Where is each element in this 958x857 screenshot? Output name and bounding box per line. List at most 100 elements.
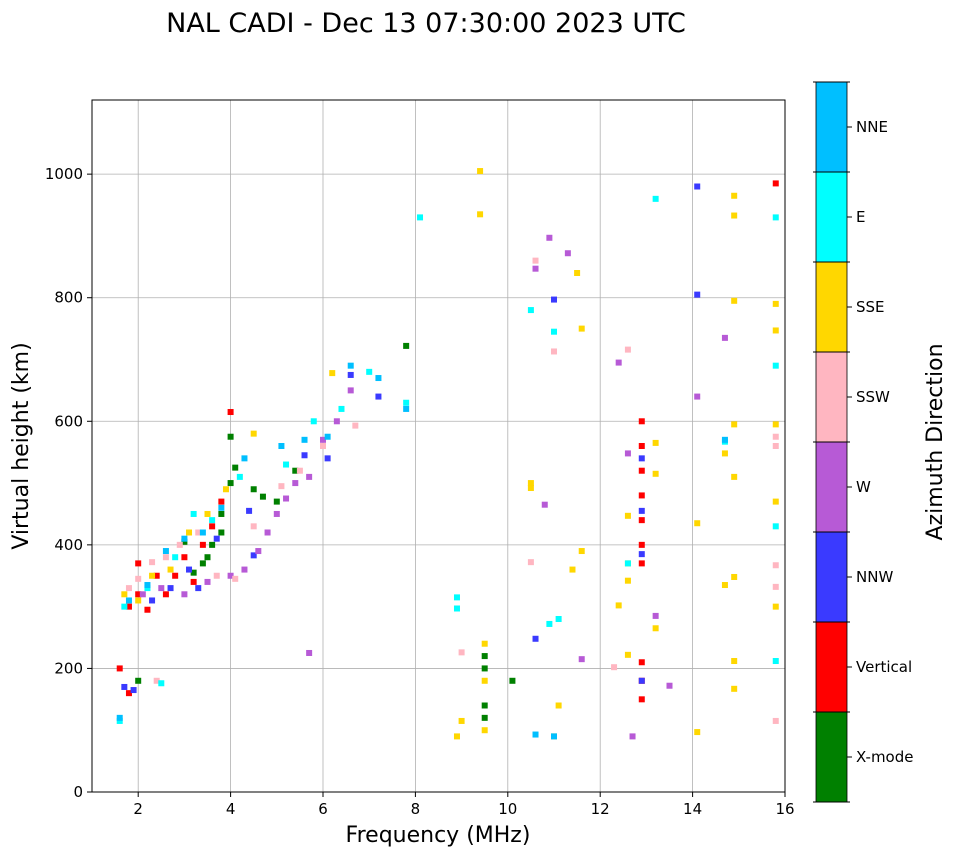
data-point-vertical <box>638 467 645 474</box>
data-point-e <box>772 362 779 369</box>
colorbar-tick-label: E <box>856 208 865 226</box>
data-point-e <box>209 517 216 524</box>
data-point-nnw <box>246 507 253 514</box>
data-point-vertical <box>135 591 142 598</box>
data-point-nne <box>278 443 285 449</box>
data-point-e <box>190 510 197 517</box>
data-point-w <box>264 529 271 536</box>
data-point-sse <box>578 325 585 332</box>
colorbar-segment <box>816 442 847 532</box>
data-point-sse <box>578 548 585 555</box>
data-point-w <box>666 682 673 689</box>
data-point-sse <box>772 327 779 334</box>
data-point-w <box>694 393 701 400</box>
data-point-nnw <box>638 677 645 684</box>
data-point-ssw <box>250 523 257 530</box>
data-point-ssw <box>624 346 631 353</box>
data-point-nnw <box>694 291 701 298</box>
data-point-x-mode <box>190 569 197 576</box>
data-point-sse <box>731 658 738 665</box>
data-point-w <box>333 418 340 425</box>
data-point-vertical <box>135 560 142 567</box>
data-point-w <box>532 265 539 272</box>
data-point-e <box>144 585 151 592</box>
data-point-nnw <box>213 535 220 542</box>
data-point-sse <box>477 211 484 218</box>
y-axis: 0 200 400 600 800 1000 <box>45 165 92 801</box>
x-tick-label: 8 <box>411 800 421 818</box>
colorbar-label: Azimuth Direction <box>923 343 948 540</box>
data-point-ssw <box>611 664 618 671</box>
data-point-w <box>546 234 553 241</box>
colorbar-segment <box>816 82 847 172</box>
data-point-sse <box>731 212 738 219</box>
data-point-vertical <box>209 523 216 530</box>
data-point-vertical <box>125 690 132 697</box>
data-point-w <box>181 591 188 598</box>
data-point-w <box>255 548 262 555</box>
data-point-sse <box>624 512 631 519</box>
data-point-vertical <box>638 541 645 548</box>
data-point-nnw <box>638 455 645 462</box>
data-point-sse <box>186 529 193 536</box>
data-point-x-mode <box>218 510 225 517</box>
data-point-w <box>227 572 234 579</box>
data-point-ssw <box>149 559 156 566</box>
colorbar-segment <box>816 712 847 802</box>
colorbar-tick-label: NNW <box>856 568 893 586</box>
data-point-ssw <box>527 559 534 566</box>
y-tick-label: 0 <box>73 783 83 801</box>
data-point-nnw <box>375 393 382 400</box>
data-point-vertical <box>153 572 160 579</box>
data-point-x-mode <box>481 653 488 660</box>
data-point-w <box>292 480 299 487</box>
data-point-nnw <box>347 371 354 378</box>
data-point-ssw <box>772 433 779 440</box>
data-point-e <box>121 603 128 610</box>
data-point-sse <box>772 421 779 428</box>
data-point-nne <box>181 535 188 542</box>
x-tick-label: 10 <box>498 800 517 818</box>
data-point-w <box>306 649 313 656</box>
data-point-vertical <box>227 409 234 416</box>
data-point-sse <box>772 603 779 610</box>
data-point-nne <box>324 433 331 440</box>
data-point-e <box>546 620 553 627</box>
data-point-nne <box>721 436 728 443</box>
data-point-sse <box>222 486 229 493</box>
data-point-vertical <box>638 696 645 703</box>
data-points <box>116 168 779 740</box>
data-point-ssw <box>532 257 539 264</box>
data-point-sse <box>481 640 488 647</box>
data-point-nnw <box>167 585 174 592</box>
data-point-vertical <box>218 498 225 505</box>
data-point-e <box>551 328 557 335</box>
data-point-x-mode <box>481 714 488 721</box>
data-point-x-mode <box>403 342 410 349</box>
data-point-sse <box>624 577 631 584</box>
data-point-w <box>564 250 571 257</box>
data-point-ssw <box>352 422 359 429</box>
x-tick-label: 6 <box>318 800 328 818</box>
data-point-sse <box>694 729 701 736</box>
data-point-w <box>139 591 146 598</box>
colorbar-segment <box>816 352 847 442</box>
colorbar-tick-label: X-mode <box>856 748 913 766</box>
data-point-e <box>624 560 631 567</box>
data-point-sse <box>652 470 659 477</box>
data-point-sse <box>527 480 534 487</box>
data-point-ssw <box>772 583 779 590</box>
data-point-vertical <box>638 443 645 449</box>
data-point-w <box>158 585 165 592</box>
data-point-x-mode <box>232 464 239 471</box>
data-point-nne <box>218 504 225 511</box>
data-point-e <box>283 461 290 468</box>
colorbar-tick-label: Vertical <box>856 658 912 676</box>
data-point-sse <box>615 602 622 609</box>
colorbar-segment <box>816 172 847 262</box>
data-point-ssw <box>135 575 142 582</box>
data-point-w <box>320 436 326 443</box>
data-point-e <box>772 658 779 665</box>
data-point-w <box>652 612 659 619</box>
